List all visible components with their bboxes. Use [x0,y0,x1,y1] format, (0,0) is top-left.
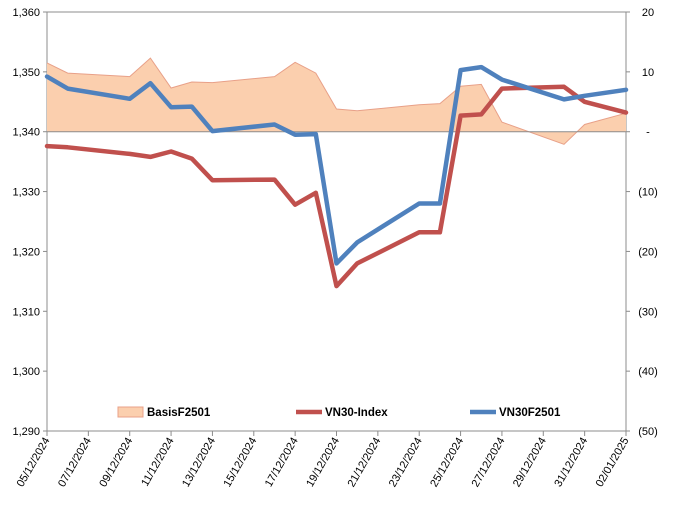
vn30f2501-line [44,64,629,266]
x-tick-label: 23/12/2024 [387,436,425,490]
x-tick-label: 17/12/2024 [263,436,301,490]
basis-area [47,58,626,145]
x-tick-label: 25/12/2024 [428,435,466,489]
x-tick-label: 09/12/2024 [97,436,135,490]
x-tick-label: 07/12/2024 [56,436,94,490]
left-tick-label: 1,360 [12,7,40,19]
right-tick-label: 20 [642,7,654,19]
right-tick-label: (10) [638,187,658,199]
right-tick-label: (50) [638,426,658,438]
x-tick-label: 13/12/2024 [180,436,218,490]
x-tick-label: 11/12/2024 [139,436,177,489]
left-tick-label: 1,290 [12,426,40,438]
x-tick-label: 02/01/2025 [594,436,632,490]
x-tick-label: 15/12/2024 [221,436,259,490]
vn30-index-line [44,84,629,289]
right-tick-label: (40) [638,366,658,378]
x-tick-label: 27/12/2024 [470,436,508,490]
right-tick-label: (20) [638,246,658,258]
left-tick-label: 1,330 [12,187,40,199]
legend-label-basisf2501: BasisF2501 [147,407,211,419]
right-tick-label: (30) [638,306,658,318]
left-tick-label: 1,340 [12,127,40,139]
x-tick-label: 05/12/2024 [15,436,53,490]
left-tick-label: 1,310 [12,306,40,318]
x-tick-label: 31/12/2024 [552,436,590,490]
left-tick-label: 1,300 [12,366,40,378]
right-tick-label: - [646,127,650,139]
right-tick-label: 10 [642,67,654,79]
legend-label-vn30-index: VN30-Index [325,407,388,419]
legend-swatch-basisf2501 [117,406,144,418]
x-tick-label: 29/12/2024 [511,436,549,490]
left-tick-label: 1,350 [12,67,40,79]
legend-label-vn30f2501: VN30F2501 [499,407,561,419]
left-tick-label: 1,320 [12,246,40,258]
x-tick-label: 21/12/2024 [346,436,384,490]
x-tick-label: 19/12/2024 [304,436,342,490]
basis-area-edge [46,57,627,145]
